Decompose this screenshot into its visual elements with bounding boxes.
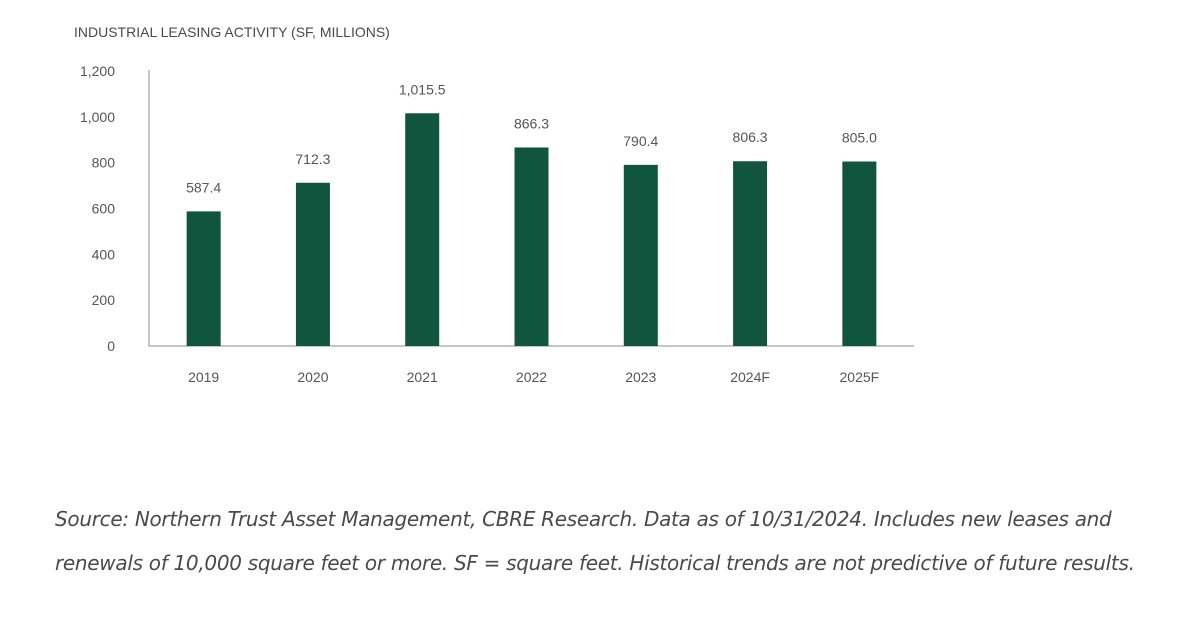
data-label: 806.3 xyxy=(733,129,768,145)
data-label: 587.4 xyxy=(186,179,221,195)
x-tick-label: 2019 xyxy=(188,369,219,385)
x-tick-label: 2025F xyxy=(840,369,880,385)
bar xyxy=(842,161,877,346)
x-tick-label: 2021 xyxy=(407,369,438,385)
bar xyxy=(295,182,330,346)
y-tick-label: 800 xyxy=(92,155,116,171)
data-label: 1,015.5 xyxy=(399,81,446,97)
bar xyxy=(186,211,221,346)
x-tick-label: 2020 xyxy=(297,369,328,385)
data-label: 790.4 xyxy=(623,133,658,149)
x-tick-label: 2022 xyxy=(516,369,547,385)
x-tick-label: 2023 xyxy=(625,369,656,385)
bar xyxy=(514,147,549,346)
bars-group xyxy=(186,113,877,346)
x-tick-label: 2024F xyxy=(730,369,770,385)
data-label: 866.3 xyxy=(514,115,549,131)
bar xyxy=(623,164,658,346)
leasing-activity-chart: INDUSTRIAL LEASING ACTIVITY (SF, MILLION… xyxy=(74,24,914,385)
data-labels-group: 587.4 712.3 1,015.5 866.3 790.4 806.3 805.0 xyxy=(186,81,877,195)
y-tick-label: 600 xyxy=(92,201,116,217)
y-tick-label: 0 xyxy=(107,338,115,354)
y-tick-label: 1,200 xyxy=(80,63,115,79)
data-label: 805.0 xyxy=(842,130,877,146)
chart-title: INDUSTRIAL LEASING ACTIVITY (SF, MILLION… xyxy=(74,24,390,40)
source-note: Source: Northern Trust Asset Management,… xyxy=(55,507,1135,575)
y-tick-label: 1,000 xyxy=(80,109,115,125)
bar xyxy=(733,161,768,346)
bar xyxy=(405,113,440,346)
data-label: 712.3 xyxy=(295,151,330,167)
y-axis-tick-labels: 0 200 400 600 800 1,000 1,200 xyxy=(80,63,115,354)
x-axis-tick-labels: 2019 2020 2021 2022 2023 2024F 2025F xyxy=(188,369,879,385)
y-tick-label: 200 xyxy=(92,292,116,308)
y-tick-label: 400 xyxy=(92,246,116,262)
